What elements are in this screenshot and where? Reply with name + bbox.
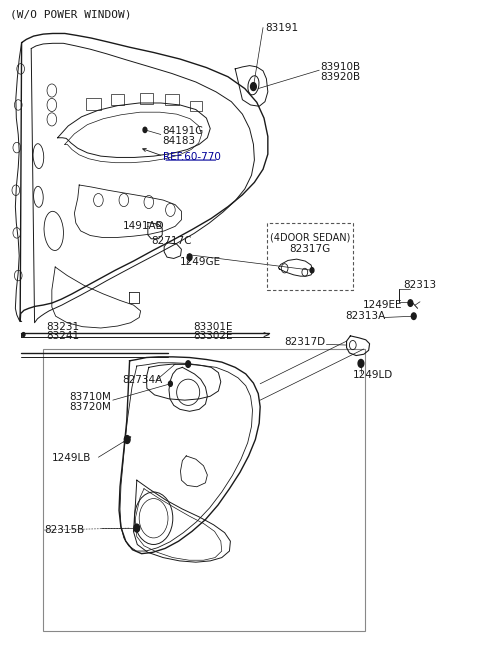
Circle shape: [251, 83, 256, 91]
Text: 83910B: 83910B: [321, 62, 361, 72]
Text: 1249LB: 1249LB: [51, 453, 91, 463]
Text: 83301E: 83301E: [193, 321, 232, 332]
Text: 83241: 83241: [46, 331, 79, 341]
Text: 82717C: 82717C: [151, 236, 192, 247]
Text: 83302E: 83302E: [193, 331, 232, 341]
Text: 82315B: 82315B: [44, 525, 84, 535]
Text: (4DOOR SEDAN): (4DOOR SEDAN): [270, 232, 350, 242]
Circle shape: [186, 361, 191, 367]
Circle shape: [22, 333, 25, 337]
Circle shape: [134, 524, 140, 532]
Text: 82734A: 82734A: [122, 375, 163, 386]
Text: 82317G: 82317G: [289, 244, 330, 254]
Text: 82313: 82313: [403, 280, 436, 291]
Text: (W/O POWER WINDOW): (W/O POWER WINDOW): [10, 10, 131, 20]
Text: 82317D: 82317D: [284, 337, 325, 348]
Circle shape: [143, 127, 147, 133]
Text: 1249LD: 1249LD: [353, 370, 393, 380]
Text: 83231: 83231: [46, 321, 79, 332]
Text: 83710M: 83710M: [70, 392, 111, 402]
Text: 82313A: 82313A: [345, 311, 385, 321]
Circle shape: [358, 359, 364, 367]
Circle shape: [168, 381, 172, 386]
Circle shape: [310, 268, 314, 273]
Circle shape: [187, 254, 192, 260]
Text: 83920B: 83920B: [321, 72, 361, 83]
Text: 84191G: 84191G: [162, 126, 204, 136]
Text: 83191: 83191: [265, 22, 298, 33]
Circle shape: [411, 313, 416, 319]
Circle shape: [408, 300, 413, 306]
Text: REF.60-770: REF.60-770: [163, 152, 221, 163]
Circle shape: [124, 436, 130, 443]
Text: 1249GE: 1249GE: [180, 257, 221, 268]
Text: 83720M: 83720M: [70, 401, 111, 412]
Text: 1491AD: 1491AD: [122, 221, 164, 232]
Text: 84183: 84183: [162, 136, 195, 146]
Text: 1249EE: 1249EE: [363, 300, 402, 310]
